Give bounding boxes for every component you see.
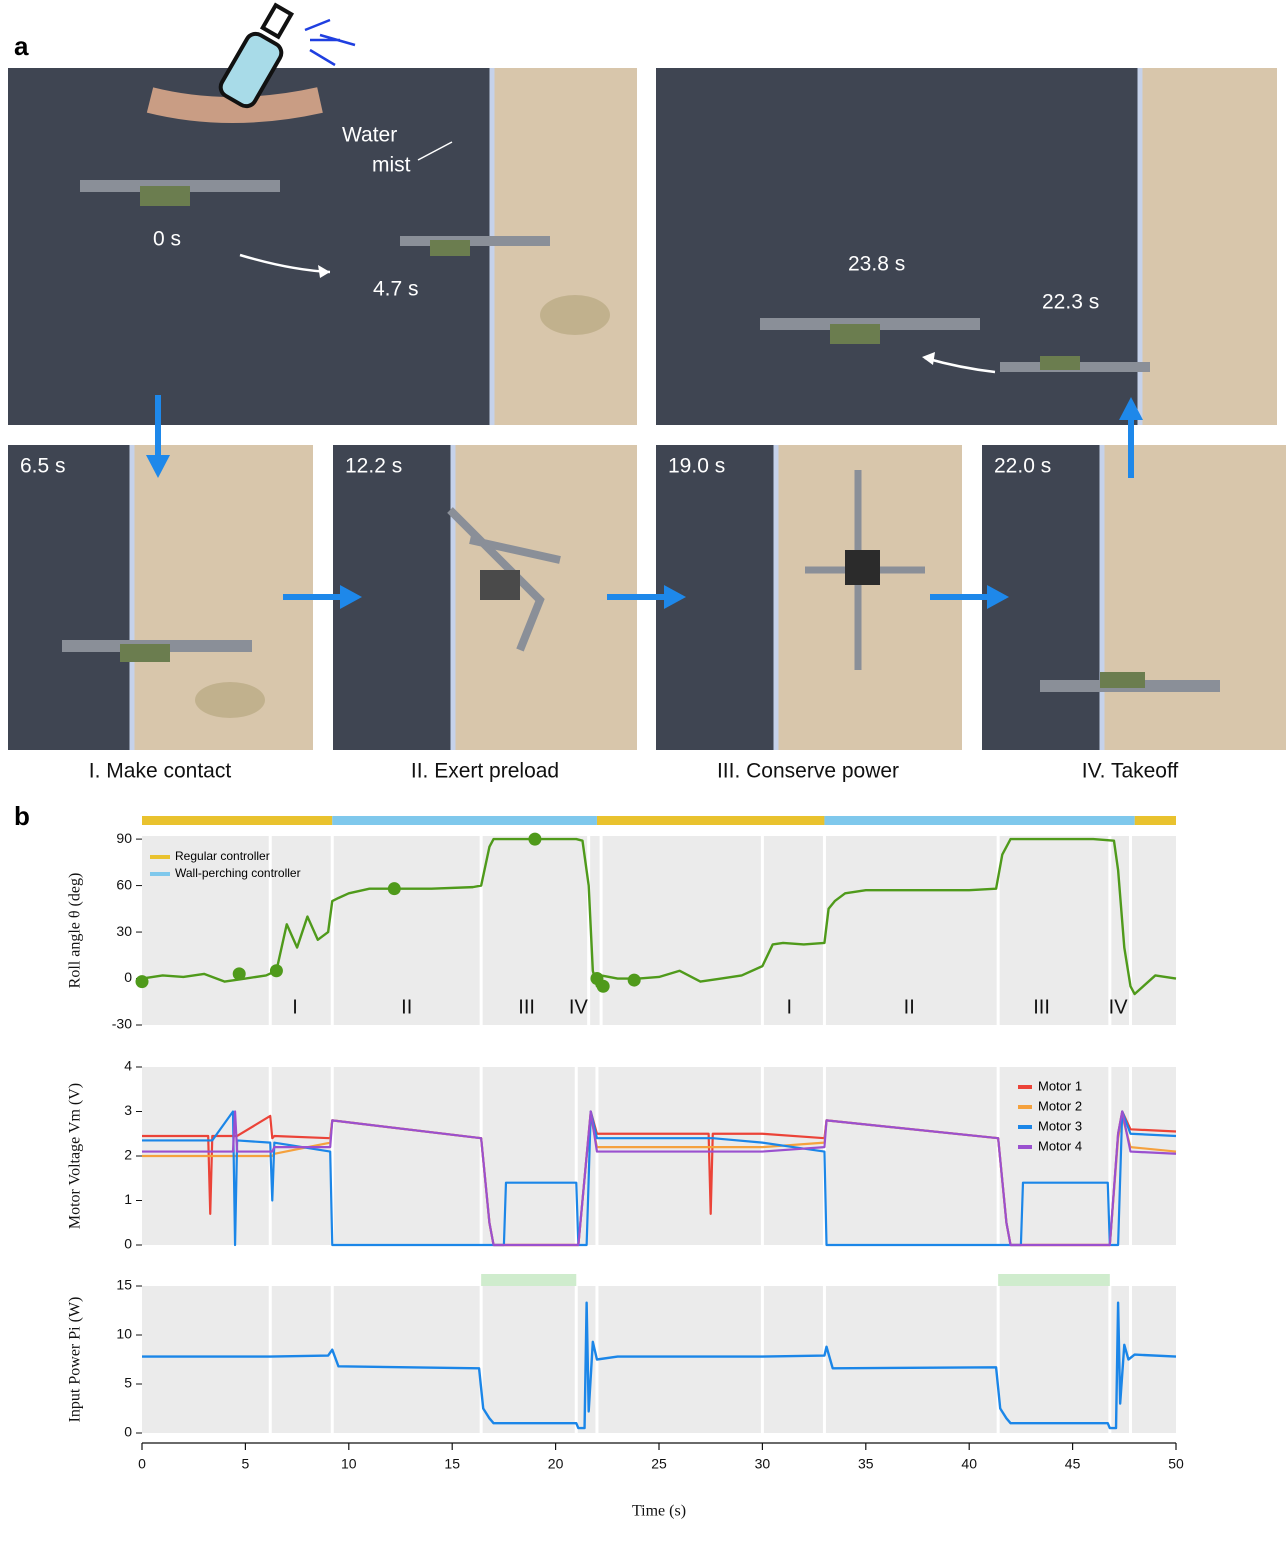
y-tick-label: 0	[124, 1236, 132, 1252]
phase-label: I	[787, 996, 793, 1018]
controller-bar	[142, 816, 332, 825]
time-label: 6.5 s	[20, 455, 66, 478]
photo	[8, 68, 637, 425]
legend-label: Motor 4	[1038, 1138, 1082, 1153]
y-axis-label: Roll angle θ (deg)	[67, 873, 84, 989]
time-label: 22.3 s	[1042, 291, 1099, 314]
y-tick-label: 10	[116, 1326, 132, 1342]
marker	[597, 980, 610, 993]
figure: a 0 s 4.7 s Water mist 23.8 s 22.3 s	[0, 0, 1287, 1543]
y-tick-label: 2	[124, 1147, 132, 1163]
panel-label: b	[14, 801, 30, 831]
phase-label: II	[401, 996, 412, 1018]
y-tick-label: 60	[116, 876, 132, 892]
time-label: 23.8 s	[848, 253, 905, 276]
y-tick-label: 30	[116, 923, 132, 939]
low-power-band	[998, 1274, 1110, 1286]
y-tick-label: 3	[124, 1102, 132, 1118]
y-tick-label: -30	[112, 1016, 132, 1032]
low-power-band	[481, 1274, 576, 1286]
marker	[388, 882, 401, 895]
phase-label: III	[1033, 996, 1050, 1018]
time-label: 22.0 s	[994, 455, 1051, 478]
time-label: 19.0 s	[668, 455, 725, 478]
phase-label: II	[904, 996, 915, 1018]
legend-label: Motor 2	[1038, 1098, 1082, 1113]
caption: II. Exert preload	[411, 760, 559, 783]
x-tick-label: 5	[242, 1456, 250, 1472]
time-label: 0 s	[153, 228, 181, 251]
controller-bar	[824, 816, 1134, 825]
phase-label: IV	[1109, 996, 1129, 1018]
y-tick-label: 0	[124, 1424, 132, 1440]
x-tick-label: 0	[138, 1456, 146, 1472]
caption: III. Conserve power	[717, 760, 899, 783]
x-axis-label: Time (s)	[632, 1503, 686, 1520]
legend-label: Regular controller	[175, 849, 270, 863]
y-tick-label: 1	[124, 1191, 132, 1207]
y-tick-label: 4	[124, 1058, 132, 1074]
annotation: Water	[342, 124, 397, 147]
legend-label: Motor 1	[1038, 1078, 1082, 1093]
controller-bar	[332, 816, 597, 825]
x-tick-label: 30	[755, 1456, 771, 1472]
x-tick-label: 45	[1065, 1456, 1081, 1472]
marker	[628, 974, 641, 987]
annotation: mist	[372, 154, 411, 177]
marker	[233, 967, 246, 980]
time-label: 12.2 s	[345, 455, 402, 478]
y-tick-label: 5	[124, 1375, 132, 1391]
plot-background	[142, 1286, 1176, 1433]
x-tick-label: 25	[651, 1456, 667, 1472]
x-tick-label: 40	[961, 1456, 977, 1472]
photo	[656, 445, 962, 750]
panel-label: a	[14, 31, 29, 61]
time-label: 4.7 s	[373, 278, 419, 301]
y-axis-label: Input Power Pi (W)	[67, 1297, 84, 1423]
phase-label: III	[518, 996, 535, 1018]
controller-bar	[1135, 816, 1176, 825]
x-tick-label: 35	[858, 1456, 874, 1472]
legend-label: Motor 3	[1038, 1118, 1082, 1133]
photo	[656, 68, 1277, 425]
y-axis-label: Motor Voltage Vm (V)	[67, 1083, 84, 1229]
marker	[270, 964, 283, 977]
phase-label: I	[292, 996, 298, 1018]
marker	[136, 975, 149, 988]
x-tick-label: 10	[341, 1456, 357, 1472]
photo	[8, 445, 313, 750]
y-tick-label: 90	[116, 830, 132, 846]
phase-label: IV	[569, 996, 589, 1018]
x-tick-label: 20	[548, 1456, 564, 1472]
y-tick-label: 15	[116, 1277, 132, 1293]
x-tick-label: 15	[444, 1456, 460, 1472]
photo	[982, 445, 1286, 750]
y-tick-label: 0	[124, 969, 132, 985]
x-tick-label: 50	[1168, 1456, 1184, 1472]
marker	[528, 833, 541, 846]
legend-label: Wall-perching controller	[175, 866, 301, 880]
photo	[333, 445, 637, 750]
controller-bar	[597, 816, 824, 825]
caption: IV. Takeoff	[1082, 760, 1179, 783]
caption: I. Make contact	[89, 760, 232, 783]
